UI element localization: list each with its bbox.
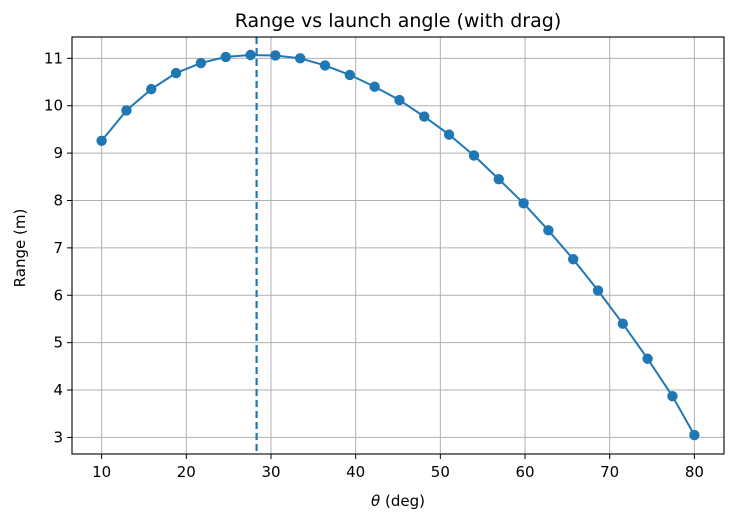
x-tick-label: 80 <box>685 463 704 481</box>
series-group <box>96 49 700 441</box>
data-point <box>493 173 504 185</box>
x-axis-label-unit: (deg) <box>380 492 425 510</box>
x-tick-label: 20 <box>177 463 196 481</box>
x-axis-label-symbol: θ <box>371 492 380 510</box>
y-tick-label: 7 <box>53 239 63 257</box>
data-point <box>419 111 430 122</box>
y-tick-label: 5 <box>53 334 63 352</box>
data-point <box>195 57 207 69</box>
data-point <box>567 254 579 265</box>
chart-title: Range vs launch angle (with drag) <box>235 10 561 32</box>
y-axis-label: Range (m) <box>11 209 29 288</box>
y-tick-label: 3 <box>53 428 63 446</box>
grid <box>72 37 724 454</box>
x-tick-label: 30 <box>261 463 280 481</box>
data-point <box>667 390 678 402</box>
x-axis-label: θ (deg) <box>371 492 425 510</box>
data-point <box>121 105 132 116</box>
y-tick-label: 11 <box>44 49 63 67</box>
data-point <box>394 94 405 106</box>
data-point <box>443 129 455 140</box>
data-point <box>468 150 480 161</box>
data-point <box>369 81 380 92</box>
plot-frame <box>71 36 725 455</box>
data-point <box>617 318 629 329</box>
data-point <box>319 60 331 71</box>
data-point <box>220 51 231 63</box>
data-point <box>344 69 356 81</box>
data-point <box>518 198 529 209</box>
ticks: 10 20 30 40 50 60 70 80 3 4 5 6 7 8 9 10 11 <box>44 49 704 481</box>
data-point <box>96 135 107 146</box>
x-tick-label: 10 <box>92 463 111 481</box>
data-point <box>543 225 554 236</box>
data-point <box>295 53 306 64</box>
data-point <box>245 49 256 61</box>
x-tick-label: 40 <box>346 463 365 481</box>
x-tick-label: 60 <box>515 463 534 481</box>
data-point <box>592 285 604 296</box>
x-tick-label: 50 <box>431 463 450 481</box>
data-point <box>270 50 281 61</box>
y-tick-label: 10 <box>44 97 63 115</box>
y-tick-label: 8 <box>53 191 63 209</box>
data-point <box>146 83 157 95</box>
y-tick-label: 4 <box>53 381 63 399</box>
y-tick-label: 9 <box>53 144 63 162</box>
data-point <box>689 429 700 441</box>
x-tick-label: 70 <box>600 463 619 481</box>
y-tick-label: 6 <box>53 286 63 304</box>
data-point <box>642 353 653 364</box>
data-point <box>170 67 182 79</box>
